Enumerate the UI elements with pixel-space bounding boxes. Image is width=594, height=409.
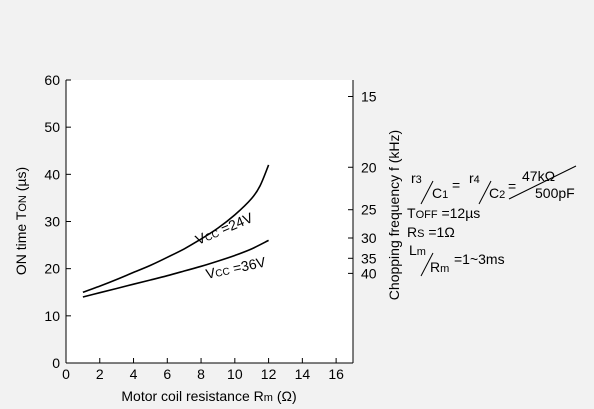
parameter-block: r3 C1 = r4 C2 = 47kΩ 500pF TOFF =12µs <box>407 165 577 277</box>
x-tick-label: 8 <box>197 366 205 382</box>
curve-label-vcc36: VCC =36V <box>204 254 267 282</box>
param-eq2: = <box>508 178 516 194</box>
param-eq1: = <box>452 177 460 193</box>
y2-tick-label: 15 <box>361 89 377 105</box>
y2-tick-label: 30 <box>361 230 377 246</box>
y2-tick-label: 40 <box>361 265 377 281</box>
param-r3: r3 <box>411 170 422 186</box>
param-toff: TOFF =12µs <box>407 205 480 221</box>
x-tick-label: 16 <box>328 366 344 382</box>
slash-47k-500p <box>508 165 577 200</box>
y-tick-label: 30 <box>44 214 60 230</box>
y2-tick-label: 35 <box>361 250 377 266</box>
slash-lm-rm <box>420 252 434 277</box>
series-line-vcc24 <box>82 164 270 294</box>
y2-tick-label: 25 <box>361 202 377 218</box>
curves <box>82 164 270 298</box>
y-tick-label: 0 <box>52 355 60 371</box>
y-tick-label: 10 <box>44 308 60 324</box>
y-tick-label: 20 <box>44 261 60 277</box>
param-47k: 47kΩ <box>522 168 555 184</box>
slash-r4-c2 <box>478 180 492 205</box>
x-tick-label: 10 <box>227 366 243 382</box>
y2-tick-label: 20 <box>361 159 377 175</box>
x-tick-label: 14 <box>295 366 311 382</box>
param-rm: Rm <box>430 259 449 275</box>
param-lm-value: =1~3ms <box>454 251 505 267</box>
y-tick-label: 40 <box>44 166 60 182</box>
x-axis-title: Motor coil resistance Rm (Ω) <box>121 388 296 404</box>
param-r4: r4 <box>469 170 480 186</box>
param-lm: Lm <box>409 242 426 258</box>
x-tick-label: 4 <box>130 366 138 382</box>
series-line-vcc36 <box>82 239 269 298</box>
x-tick-label: 2 <box>96 366 104 382</box>
param-c2: C2 <box>489 185 505 201</box>
param-rs: RS =1Ω <box>407 224 455 240</box>
plot-area <box>66 80 353 363</box>
y-tick-label: 60 <box>44 72 60 88</box>
y2-axis-title: Chopping frequency f (kHz) <box>386 130 402 300</box>
y-axis-title: ON time TON (µs) <box>13 167 29 275</box>
x-tick-label: 6 <box>163 366 171 382</box>
x-axis-ticks: 0 2 4 6 8 10 12 14 16 <box>62 358 344 382</box>
param-c1: C1 <box>432 185 448 201</box>
y-axis-ticks: 0 10 20 30 40 50 60 <box>44 72 71 371</box>
y-tick-label: 50 <box>44 119 60 135</box>
slash-r3-c1 <box>420 180 434 205</box>
x-tick-label: 0 <box>62 366 70 382</box>
param-500pf: 500pF <box>535 185 575 201</box>
x-tick-label: 12 <box>261 366 277 382</box>
